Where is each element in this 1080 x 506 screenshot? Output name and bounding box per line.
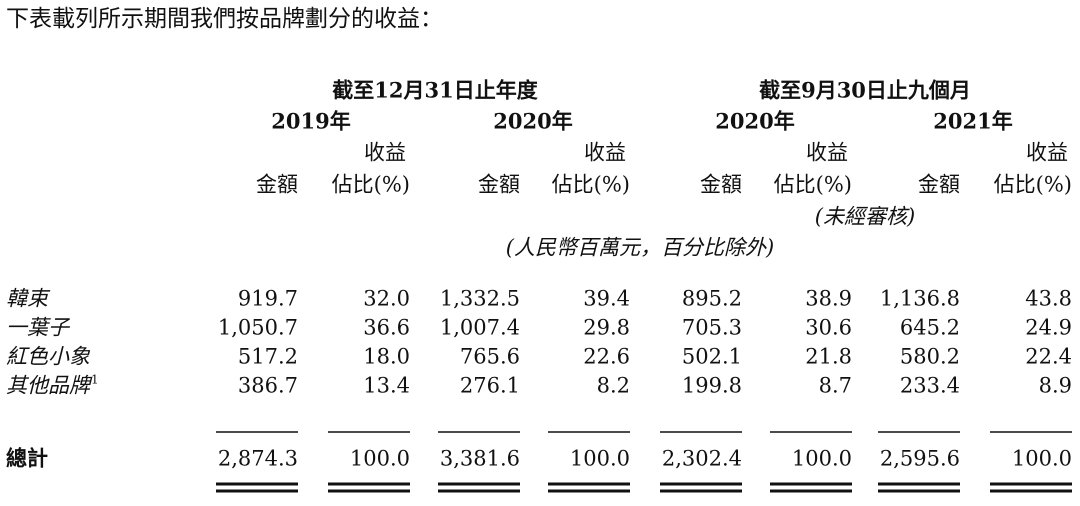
cell: 580.2 [900,345,960,369]
total-cell: 3,381.6 [440,447,520,471]
row-label: 韓束 [6,287,51,311]
year: 2020年 [715,109,794,134]
cell: 1,007.4 [440,316,520,340]
cell: 386.7 [238,374,298,398]
total-cell: 100.0 [1012,447,1072,471]
unit-note: (人民幣百萬元，百分比除外) [506,236,774,260]
cell: 32.0 [363,287,410,311]
column-header: 佔比(%) [552,173,630,197]
column-header: 金額 [700,173,742,197]
cell: 8.2 [597,374,630,398]
audit-note: (未經審核) [815,205,915,229]
cell: 13.4 [363,374,410,398]
cell: 43.8 [1025,287,1072,311]
cell: 30.6 [805,316,852,340]
year: 2020年 [493,109,572,134]
cell: 39.4 [583,287,630,311]
cell: 36.6 [363,316,410,340]
cell: 29.8 [583,316,630,340]
cell: 645.2 [900,316,960,340]
total-cell: 2,302.4 [662,447,742,471]
column-header: 金額 [478,173,520,197]
title: 下表載列所示期間我們按品牌劃分的收益： [6,6,443,32]
column-header: 收益 [584,141,626,165]
row-label: 一葉子 [6,316,71,340]
column-header: 收益 [806,141,848,165]
total-cell: 100.0 [570,447,630,471]
cell: 22.4 [1025,345,1072,369]
row-label: 紅色小象 [6,345,91,369]
cell: 18.0 [363,345,410,369]
cell: 22.6 [583,345,630,369]
cell: 1,050.7 [218,316,298,340]
group-label: 截至9月30日止九個月 [759,78,971,103]
cell: 1,136.8 [880,287,960,311]
cell: 8.9 [1039,374,1072,398]
cell: 233.4 [900,374,960,398]
column-header: 收益 [364,141,406,165]
cell: 895.2 [682,287,742,311]
footnote-ref: 1 [91,373,99,387]
cell: 1,332.5 [440,287,520,311]
total-cell: 2,874.3 [218,447,298,471]
cell: 38.9 [805,287,852,311]
cell: 502.1 [682,345,742,369]
cell: 8.7 [819,374,852,398]
year: 2019年 [271,109,350,134]
group-label: 截至12月31日止年度 [332,78,537,103]
cell: 21.8 [805,345,852,369]
total-cell: 2,595.6 [880,447,960,471]
cell: 276.1 [460,374,520,398]
total-cell: 100.0 [792,447,852,471]
cell: 24.9 [1025,316,1072,340]
column-header: 收益 [1026,141,1068,165]
column-header: 佔比(%) [332,173,410,197]
column-header: 佔比(%) [994,173,1072,197]
column-header: 金額 [256,173,298,197]
total-label: 總計 [6,446,48,471]
cell: 705.3 [682,316,742,340]
column-header: 金額 [918,173,960,197]
total-cell: 100.0 [350,447,410,471]
cell: 765.6 [460,345,520,369]
cell: 199.8 [682,374,742,398]
cell: 919.7 [238,287,298,311]
row-label: 其他品牌 [6,374,93,398]
year: 2021年 [933,109,1012,134]
cell: 517.2 [238,345,298,369]
column-header: 佔比(%) [774,173,852,197]
